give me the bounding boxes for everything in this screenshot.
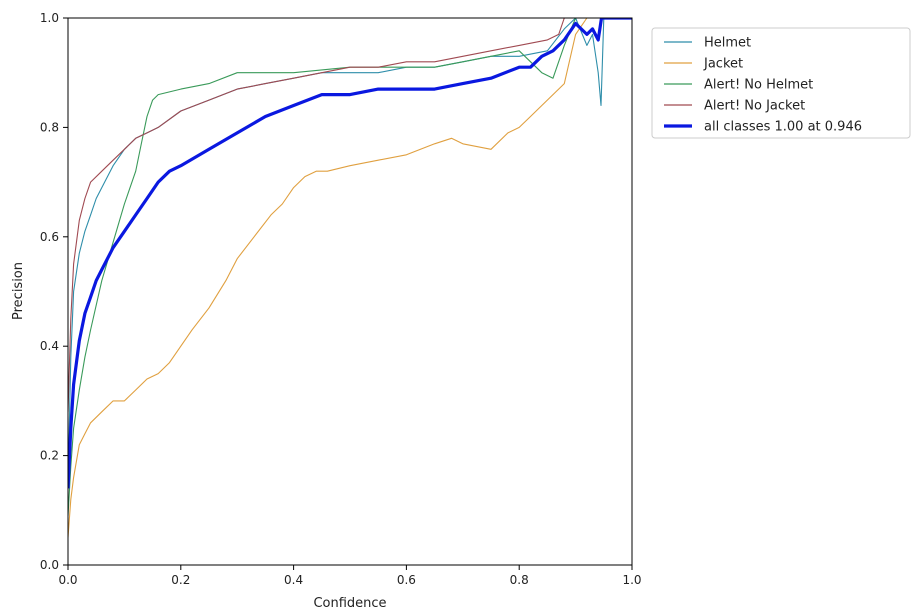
x-tick-label: 0.4 (284, 573, 303, 587)
x-tick-label: 1.0 (622, 573, 641, 587)
legend-label: Alert! No Jacket (704, 99, 805, 114)
legend-frame (651, 27, 911, 139)
y-tick-label: 1.0 (40, 11, 59, 25)
y-tick-label: 0.8 (40, 120, 59, 134)
series-line-alert-no-helmet (68, 18, 632, 516)
legend-label: Jacket (703, 57, 743, 72)
y-tick-label: 0.2 (40, 449, 59, 463)
legend-label: all classes 1.00 at 0.946 (704, 120, 862, 135)
series-line-alert-no-jacket (68, 18, 632, 412)
legend: Helmet Jacket Alert! No Helmet Alert! No Ja… (651, 27, 911, 139)
x-tick-label: 0.6 (397, 573, 416, 587)
x-tick-label: 0.0 (58, 573, 77, 587)
y-tick-label: 0.4 (40, 339, 59, 353)
x-tick-label: 0.8 (510, 573, 529, 587)
legend-label: Alert! No Helmet (704, 78, 813, 93)
series-layer (68, 18, 632, 538)
series-line-all-classes-1-00-at-0-946 (68, 18, 632, 489)
x-tick-label: 0.2 (171, 573, 190, 587)
y-tick-label: 0.6 (40, 230, 59, 244)
y-axis-title: Precision (11, 262, 26, 320)
x-axis-title: Confidence (313, 596, 386, 611)
x-axis: 0.0 0.2 0.4 0.6 0.8 1.0 (58, 565, 642, 587)
y-axis: 0.0 0.2 0.4 0.6 0.8 1.0 (40, 11, 68, 572)
series-line-jacket (68, 18, 632, 538)
plot-frame (67, 17, 633, 566)
y-tick-label: 0.0 (40, 558, 59, 572)
legend-label: Helmet (704, 36, 751, 51)
